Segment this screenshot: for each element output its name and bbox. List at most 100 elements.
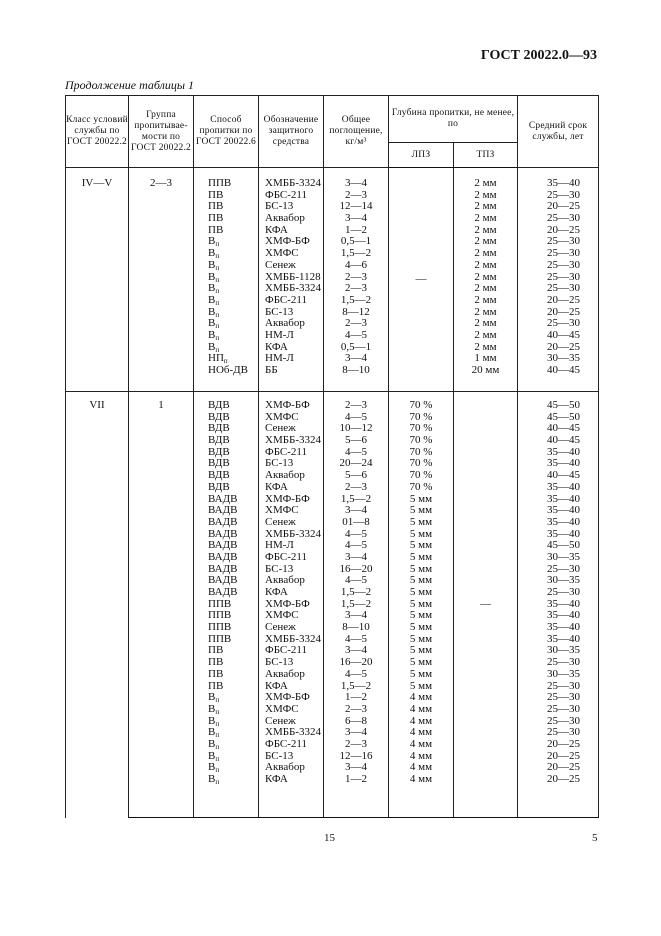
method-base: ВАДВ: [208, 492, 238, 505]
absorption-value: 3—4: [345, 609, 367, 622]
service-life-value: 20—25: [547, 223, 581, 236]
service-life-value: 30—35: [547, 644, 581, 657]
method-base: ВДВ: [208, 410, 230, 423]
method-value: ВАДВ: [208, 574, 258, 587]
method-value: Вп: [208, 703, 258, 716]
agent-value: БС-13: [265, 749, 294, 762]
absorption-value: 2—3: [345, 282, 367, 295]
service-life-value: 25—30: [547, 726, 581, 739]
method-base: ВАДВ: [208, 586, 238, 598]
method-value: Вп: [208, 271, 258, 284]
agent-value: Аквабор: [265, 667, 305, 680]
agent-value: ХМФ-БФ: [265, 235, 310, 248]
page-number-right: 5: [592, 832, 598, 844]
agent-value: ХМББ-3324: [265, 177, 322, 189]
method-value: Вп: [208, 317, 258, 330]
method-value: ПВ: [208, 201, 258, 213]
tpz-cell: —: [452, 391, 519, 818]
col-header-lpz: ЛПЗ: [388, 142, 454, 168]
absorption-value: 8—10: [342, 364, 370, 376]
absorption-value: 4—5: [345, 574, 367, 587]
method-value: ВАДВ: [208, 551, 258, 564]
method-base: ВДВ: [208, 469, 230, 482]
method-subscript: п: [215, 754, 220, 763]
depth-value: 2 мм: [474, 247, 497, 260]
service-life-value: 20—25: [547, 340, 581, 353]
absorption-value: 0,5—1: [340, 340, 372, 353]
col-header-method: Способ пропитки по ГОСТ 20022.6: [193, 95, 259, 168]
service-life-value: 35—40: [547, 492, 581, 505]
agent-value: НМ-Л: [265, 352, 294, 365]
agent-value: Сенеж: [265, 422, 296, 435]
group-cell: 1: [128, 391, 194, 818]
absorption-value: 10—12: [339, 422, 373, 435]
service-life-value: 35—40: [547, 445, 581, 458]
method-base: ВАДВ: [208, 527, 238, 540]
depth-value: 4 мм: [409, 749, 433, 762]
absorption-value: 1,5—2: [340, 679, 372, 692]
depth-value: 5 мм: [409, 667, 433, 680]
service-life-value: 35—40: [547, 504, 581, 517]
depth-value: 2 мм: [474, 328, 497, 341]
absorption-value: 16—20: [339, 656, 373, 669]
method-subscript: п: [215, 719, 220, 728]
service-life-value: 35—40: [547, 597, 581, 610]
method-base: В: [208, 317, 216, 330]
service-life-value: 25—30: [547, 714, 581, 727]
depth-value: 5 мм: [409, 539, 433, 552]
absorption-value: 4—5: [345, 527, 367, 540]
col-header-class: Класс условий службы по ГОСТ 20022.2: [65, 95, 129, 168]
method-value: Вп: [208, 247, 258, 260]
method-value: ПВ: [208, 668, 258, 681]
depth-value: 70 %: [409, 469, 433, 482]
col-header-group: Группа пропитывае-мости по ГОСТ 20022.2: [128, 95, 194, 168]
depth-value: 5 мм: [409, 550, 433, 563]
method-value: ПВ: [208, 212, 258, 225]
method-value: Вп: [208, 294, 258, 307]
method-base: ВДВ: [208, 445, 230, 458]
absorption-value: 4—5: [345, 539, 367, 552]
absorption-value: 2—3: [345, 188, 367, 201]
method-base: ВАДВ: [208, 515, 238, 528]
impregnation-table: Класс условий службы по ГОСТ 20022.2 Гру…: [65, 95, 600, 818]
absorption-value: 3—4: [345, 212, 367, 225]
method-value: ППВ: [208, 598, 258, 611]
depth-value: 70 %: [409, 399, 433, 411]
method-value: ППВ: [208, 633, 258, 646]
method-value: Вп: [208, 773, 258, 786]
agent-value: ХМББ-1128: [265, 270, 321, 283]
absorption-value: 4—5: [345, 445, 367, 458]
depth-value: 4 мм: [409, 737, 433, 750]
method-base: ПВ: [208, 223, 224, 236]
method-base: В: [208, 737, 216, 750]
absorption-value: 4—5: [345, 410, 367, 423]
service-life-value: 20—25: [547, 761, 581, 774]
method-value: ВДВ: [208, 399, 258, 412]
method-base: В: [208, 247, 216, 260]
service-life-value: 40—45: [547, 364, 581, 376]
agent-value: Аквабор: [265, 761, 305, 774]
method-value: ППВ: [208, 621, 258, 634]
method-value: ПВ: [208, 680, 258, 693]
agent-value: Сенеж: [265, 515, 296, 528]
table-section: IV—V 2—3 ППВ ПВ ПВ ПВ ПВ Вп Вп Вп Вп Вп Вп Вп Вп Вп Вп НП…: [65, 167, 600, 392]
agent-value: ХМББ-3324: [265, 632, 322, 645]
depth-value: 5 мм: [409, 527, 433, 540]
method-value: ВАДВ: [208, 515, 258, 529]
method-value: ВДВ: [208, 469, 258, 482]
method-subscript: п: [215, 707, 220, 716]
depth-value: 5 мм: [409, 597, 433, 610]
method-cell: ППВ ПВ ПВ ПВ ПВ Вп Вп Вп Вп Вп Вп Вп Вп Вп Вп НПп НОб-ДВ: [193, 167, 259, 392]
method-base: ВДВ: [208, 422, 230, 435]
method-base: ППВ: [208, 177, 232, 189]
service-life-value: 35—40: [547, 177, 581, 189]
depth-value: 2 мм: [474, 258, 497, 271]
agent-value: ХМФ-БФ: [265, 399, 310, 411]
depth-value: 2 мм: [474, 340, 497, 353]
absorption-value: 2—3: [345, 480, 367, 493]
agent-value: ББ: [265, 364, 278, 376]
absorption-value: 2—3: [345, 317, 367, 330]
service-life-value: 40—45: [547, 434, 581, 447]
absorption-value: 2—3: [345, 399, 367, 411]
agent-value: КФА: [265, 586, 288, 598]
